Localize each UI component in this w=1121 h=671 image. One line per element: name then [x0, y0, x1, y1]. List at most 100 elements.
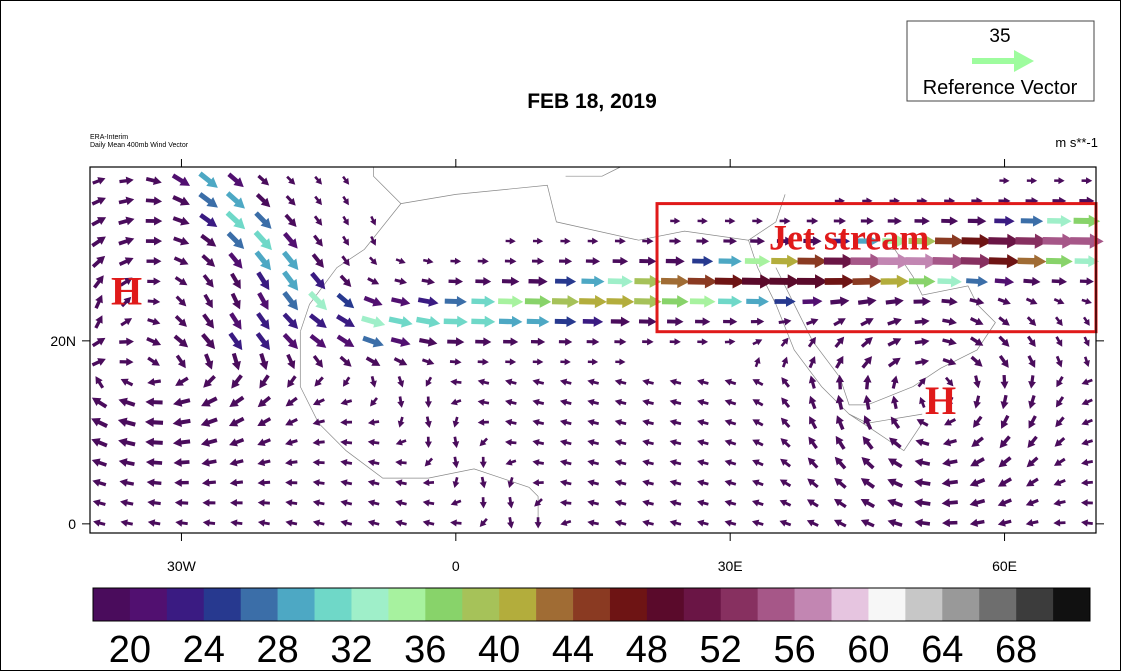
- wind-arrow: [1081, 519, 1093, 527]
- wind-arrow: [118, 458, 135, 467]
- wind-arrow: [256, 312, 270, 330]
- wind-arrow: [966, 276, 989, 287]
- colorbar-swatch: [240, 588, 278, 621]
- colorbar-swatch: [720, 588, 758, 621]
- wind-arrow: [1053, 499, 1066, 507]
- wind-arrow: [147, 498, 161, 507]
- wind-arrow: [551, 295, 580, 309]
- wind-arrow: [806, 217, 819, 225]
- wind-arrow: [559, 418, 572, 426]
- wind-arrow: [228, 416, 245, 427]
- wind-arrow: [281, 250, 299, 271]
- wind-arrow: [905, 253, 940, 269]
- wind-arrow: [312, 458, 325, 467]
- colorbar-label: 20: [109, 629, 151, 671]
- wind-arrow: [230, 292, 241, 310]
- wind-arrow: [393, 357, 408, 366]
- wind-arrow: [1081, 418, 1093, 426]
- wind-arrow: [229, 478, 244, 487]
- source-label: ERA-Interim: [90, 134, 128, 141]
- wind-arrow: [724, 479, 737, 487]
- map-title: FEB 18, 2019: [527, 90, 657, 113]
- wind-arrow: [887, 478, 904, 488]
- wind-arrow: [534, 517, 542, 529]
- wind-arrow: [724, 419, 737, 426]
- wind-arrow: [614, 338, 627, 346]
- wind-arrow: [388, 316, 413, 328]
- wind-arrow: [808, 395, 817, 410]
- wind-arrow: [312, 519, 325, 527]
- wind-arrow: [1052, 196, 1067, 205]
- wind-arrow: [824, 274, 856, 289]
- wind-arrow: [532, 479, 544, 487]
- wind-arrow: [780, 458, 792, 468]
- wind-arrow: [1081, 438, 1094, 446]
- wind-arrow: [587, 459, 600, 467]
- wind-arrow: [477, 418, 489, 426]
- wind-arrow: [174, 315, 187, 327]
- wind-arrow: [587, 519, 599, 527]
- colorbar-swatch: [277, 588, 315, 621]
- wind-arrow: [614, 479, 627, 487]
- wind-arrow: [228, 332, 243, 351]
- wind-arrow: [505, 358, 517, 366]
- wind-arrow: [146, 478, 162, 487]
- wind-arrow: [942, 317, 957, 326]
- wind-arrow: [670, 217, 681, 225]
- wind-arrow: [889, 197, 901, 205]
- wind-arrow: [1079, 277, 1094, 286]
- wind-arrow: [697, 217, 708, 225]
- wind-arrow: [695, 317, 711, 326]
- wind-arrow: [723, 237, 738, 246]
- wind-arrow: [530, 337, 546, 346]
- wind-arrow: [147, 378, 162, 386]
- wind-arrow: [498, 315, 523, 328]
- wind-arrow: [779, 519, 792, 527]
- wind-arrow: [505, 418, 517, 426]
- map-border: [89, 166, 1097, 534]
- wind-arrow: [998, 316, 1010, 326]
- wind-arrow: [997, 498, 1012, 507]
- wind-arrow: [750, 236, 766, 246]
- wind-arrow: [1081, 398, 1093, 406]
- wind-arrow: [227, 172, 244, 188]
- wind-arrow: [877, 253, 912, 269]
- wind-arrow: [778, 317, 792, 326]
- wind-arrow: [714, 274, 746, 289]
- wind-arrow: [421, 358, 435, 366]
- wind-arrow: [560, 519, 572, 526]
- wind-arrow: [145, 397, 163, 407]
- wind-arrow: [724, 398, 737, 406]
- wind-arrow: [422, 499, 435, 507]
- reference-vector-legend: 35 Reference Vector: [906, 20, 1095, 102]
- wind-arrow: [390, 337, 411, 347]
- wind-arrow: [147, 297, 161, 306]
- wind-arrow: [507, 496, 515, 509]
- wind-arrow: [582, 316, 604, 327]
- wind-arrow: [860, 519, 875, 528]
- wind-arrow: [229, 395, 245, 408]
- wind-arrow: [769, 274, 801, 289]
- wind-arrow: [450, 398, 462, 406]
- wind-arrow: [697, 459, 709, 467]
- wind-arrow: [119, 176, 134, 185]
- wind-arrow: [340, 398, 353, 406]
- wind-arrow: [887, 357, 901, 368]
- wind-arrow: [944, 418, 957, 426]
- wind-arrow: [946, 396, 954, 408]
- wind-arrow: [833, 318, 846, 327]
- x-tick-label: 0: [452, 558, 460, 574]
- wind-arrow: [642, 398, 654, 406]
- wind-arrow: [173, 334, 189, 348]
- wind-arrow: [914, 216, 930, 226]
- wind-arrow: [424, 436, 432, 449]
- wind-arrow: [823, 253, 856, 269]
- wind-arrow: [365, 356, 381, 366]
- wind-arrow: [724, 217, 736, 225]
- wind-arrow: [369, 376, 377, 388]
- wind-arrow: [505, 458, 517, 466]
- wind-arrow: [507, 516, 515, 529]
- wind-arrow: [882, 235, 908, 248]
- wind-arrow: [368, 256, 378, 266]
- wind-arrow: [612, 256, 629, 266]
